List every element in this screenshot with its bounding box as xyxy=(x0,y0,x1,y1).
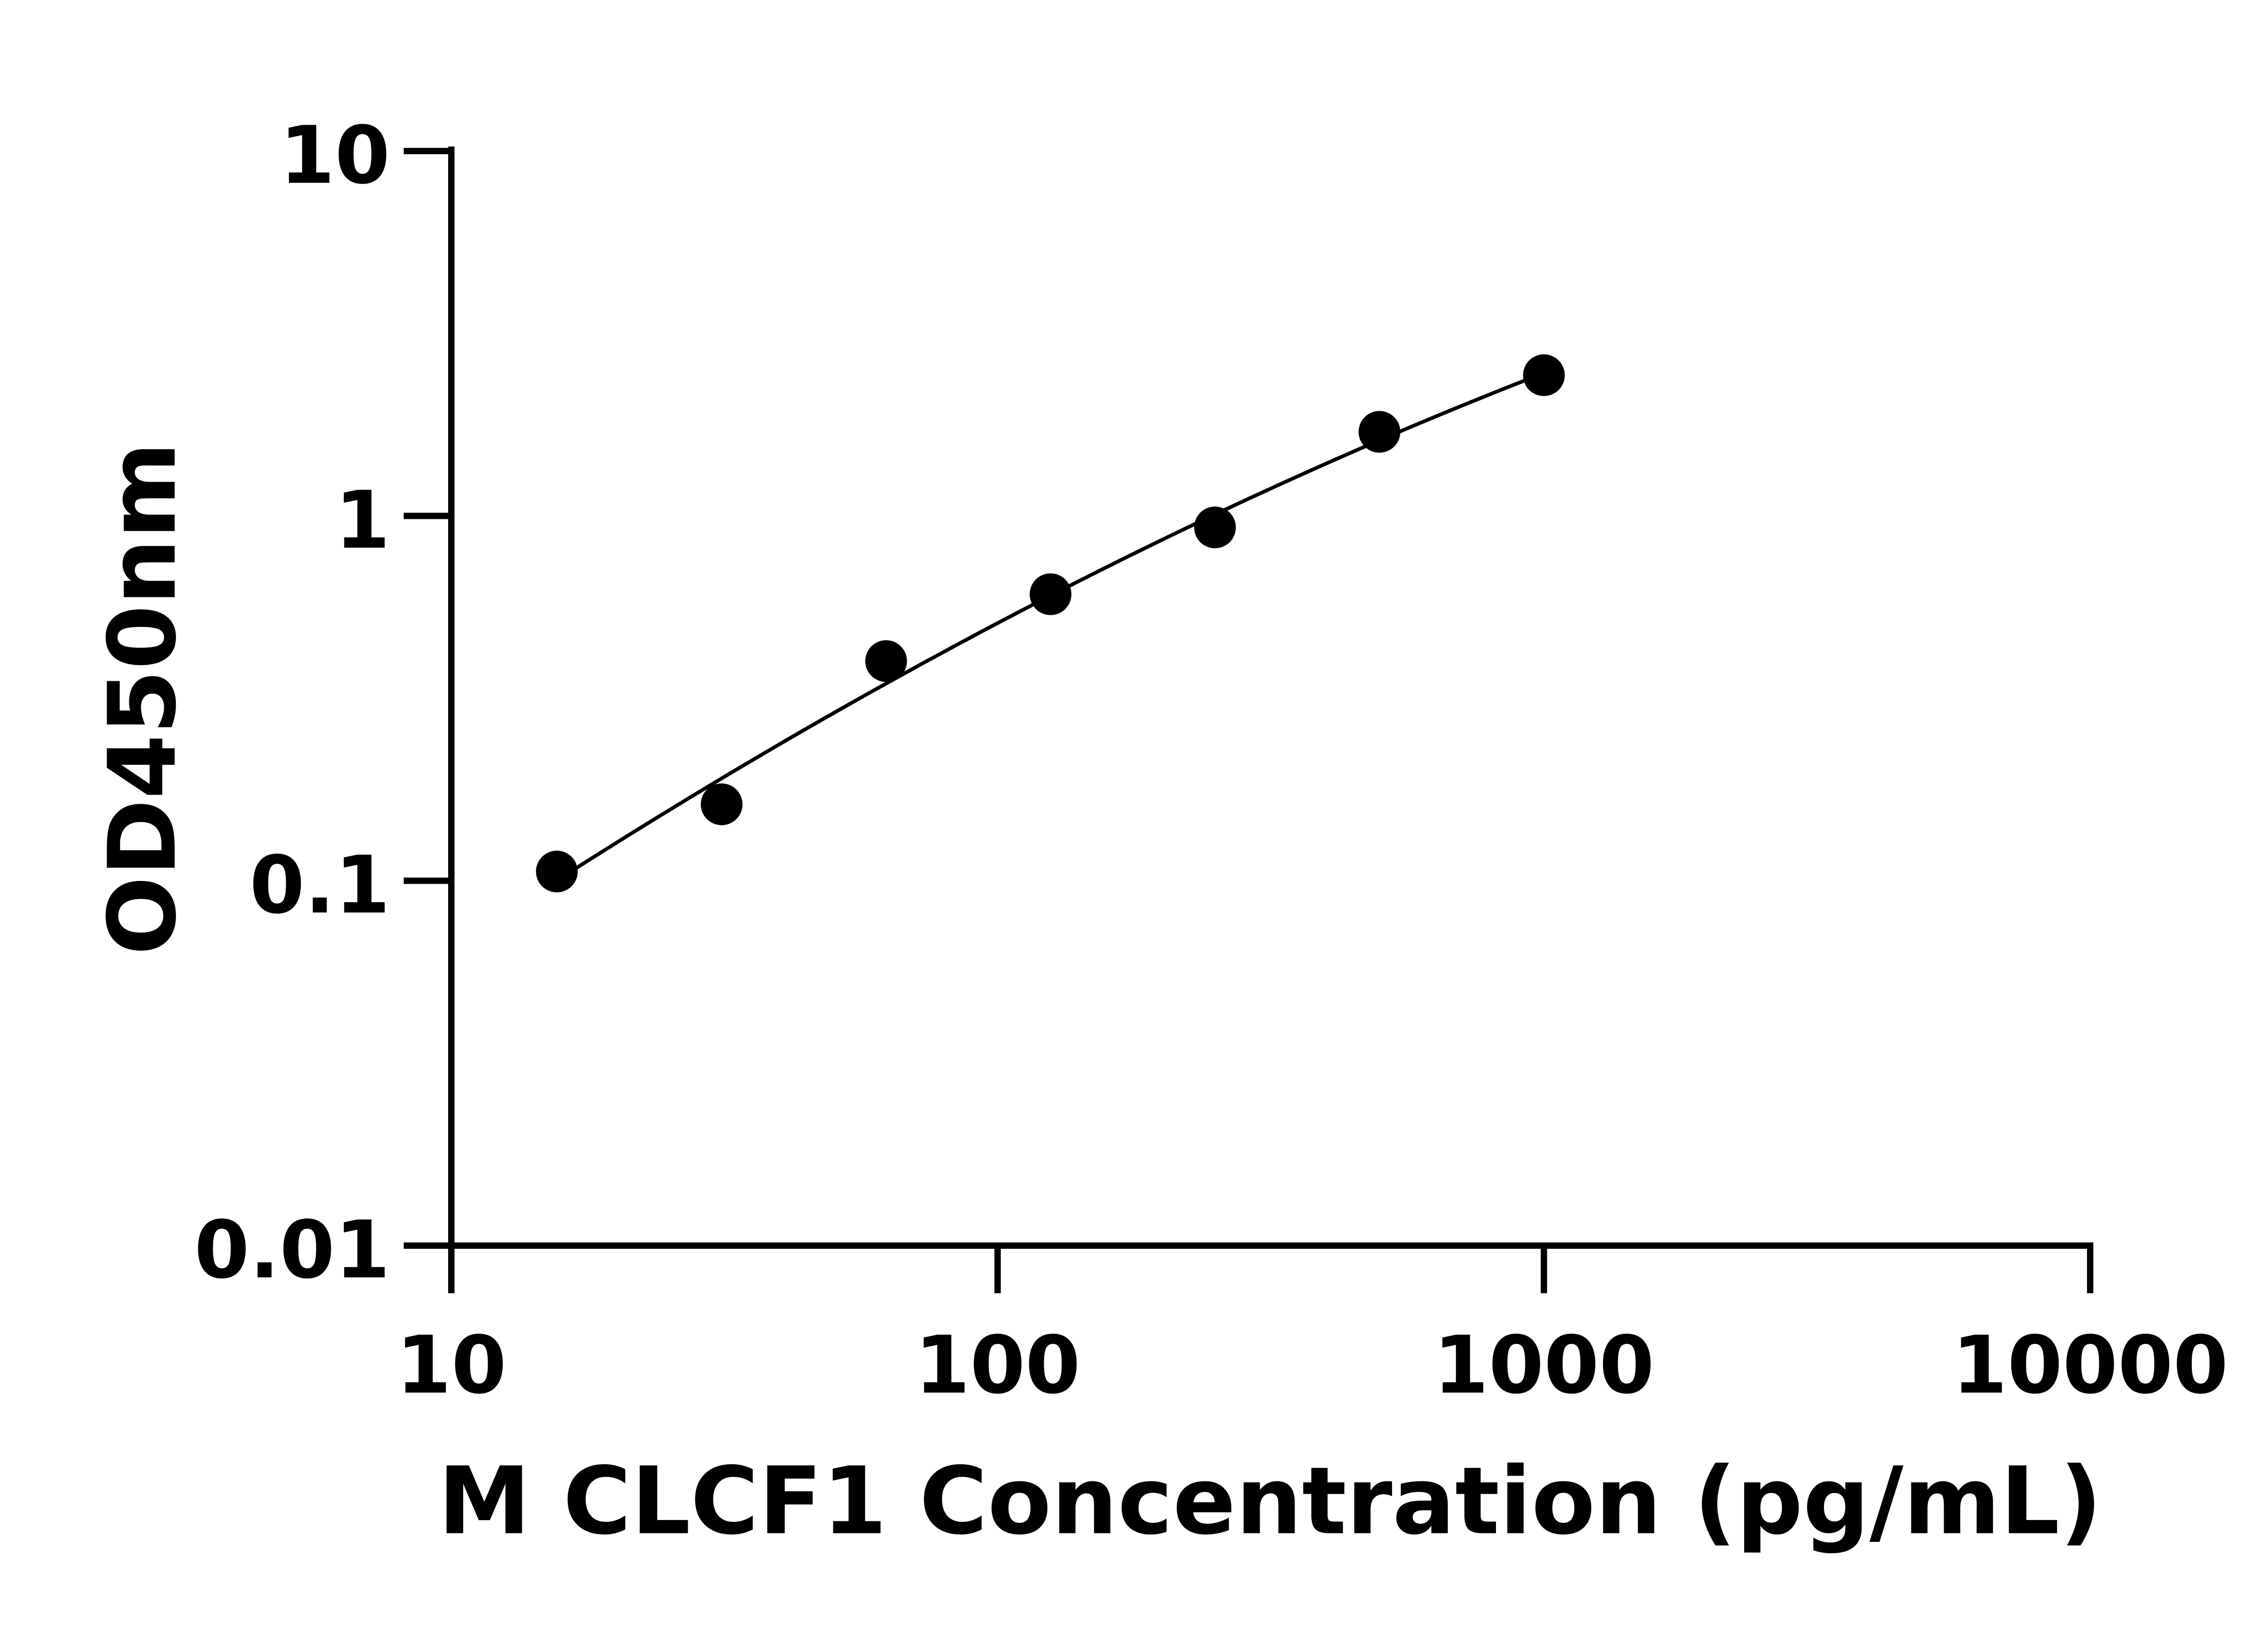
y-ticks: 0.01 0.1 1 10 xyxy=(194,110,451,1296)
data-point xyxy=(1030,573,1072,615)
y-tick-label: 1 xyxy=(335,474,390,567)
x-axis-label: M CLCF1 Concentration (pg/mL) xyxy=(438,1447,2102,1555)
data-point xyxy=(1194,506,1236,548)
y-tick-label: 0.1 xyxy=(249,840,390,932)
data-point xyxy=(865,640,907,682)
data-point xyxy=(1359,411,1401,453)
y-tick-label: 0.01 xyxy=(194,1204,390,1296)
data-point xyxy=(536,851,578,893)
x-tick-label: 10000 xyxy=(1952,1320,2229,1412)
data-point xyxy=(700,783,743,826)
x-tick-label: 1000 xyxy=(1433,1320,1654,1412)
y-tick-label: 10 xyxy=(279,110,390,202)
x-tick-label: 10 xyxy=(396,1320,507,1412)
x-ticks: 10 100 1000 10000 xyxy=(396,1246,2228,1412)
data-point xyxy=(1523,354,1565,396)
data-points xyxy=(536,354,1565,893)
x-tick-label: 100 xyxy=(915,1320,1080,1412)
y-axis-label: OD450nm xyxy=(89,442,197,955)
